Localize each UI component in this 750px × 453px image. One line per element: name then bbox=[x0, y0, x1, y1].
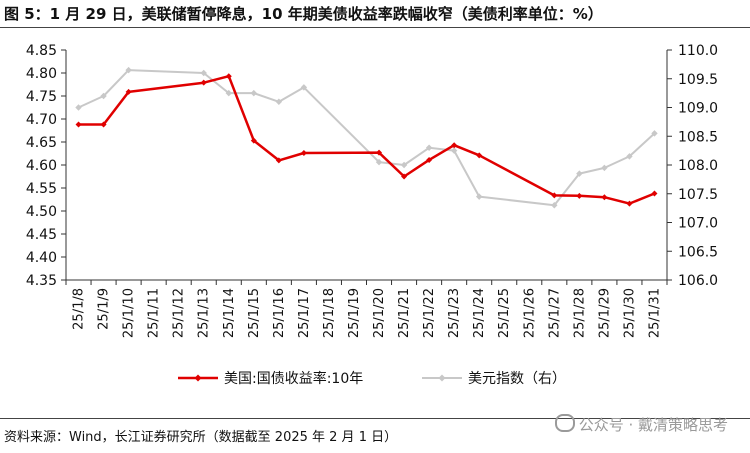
dollar-index-data-point bbox=[225, 89, 232, 97]
right-tick-label: 108.0 bbox=[678, 158, 718, 174]
source-note: 资料来源：Wind，长江证券研究所（数据截至 2025 年 2 月 1 日） bbox=[4, 430, 398, 445]
x-tick-label: 25/1/27 bbox=[547, 288, 562, 338]
x-tick-label: 25/1/23 bbox=[447, 288, 462, 338]
dollar-index-data-point bbox=[551, 202, 558, 209]
yield-data-point bbox=[576, 192, 583, 199]
dollar-index-data-point bbox=[400, 161, 408, 169]
dollar-index-legend-marker bbox=[438, 374, 446, 382]
yield-data-point bbox=[125, 88, 132, 95]
x-tick-label: 25/1/12 bbox=[172, 288, 187, 338]
watermark-text: 公众号 · 戴清策略思考 bbox=[578, 416, 728, 434]
dollar-index-legend-label: 美元指数（右） bbox=[468, 371, 566, 387]
left-tick-label: 4.45 bbox=[26, 227, 57, 243]
dollar-index-data-point bbox=[450, 147, 458, 154]
dollar-index-data-point bbox=[200, 69, 207, 77]
x-tick-label: 25/1/30 bbox=[622, 288, 637, 338]
right-tick-label: 110.0 bbox=[678, 43, 718, 59]
right-tick-label: 108.5 bbox=[678, 129, 718, 145]
dollar-index-series-line bbox=[78, 69, 656, 207]
yield-data-point bbox=[250, 137, 257, 144]
yield-series-line bbox=[78, 74, 655, 205]
x-tick-label: 25/1/20 bbox=[372, 288, 387, 338]
left-tick-label: 4.50 bbox=[26, 204, 57, 220]
x-tick-label: 25/1/10 bbox=[122, 288, 137, 338]
yield-data-point bbox=[601, 194, 608, 201]
dollar-index-data-point bbox=[300, 84, 308, 91]
series-layer bbox=[75, 66, 658, 209]
yield-data-point bbox=[401, 173, 408, 180]
dollar-index-data-point bbox=[250, 89, 258, 97]
left-tick-label: 4.85 bbox=[26, 43, 57, 59]
left-tick-label: 4.80 bbox=[26, 66, 57, 82]
yield-data-point bbox=[651, 190, 658, 197]
chart-title: 图 5：1 月 29 日，美联储暂停降息，10 年期美债收益率跌幅收窄（美债利率… bbox=[4, 5, 603, 23]
left-tick-label: 4.55 bbox=[26, 181, 57, 197]
dollar-index-data-point bbox=[425, 144, 433, 151]
x-tick-label: 25/1/29 bbox=[597, 288, 612, 338]
yield-data-point bbox=[75, 121, 82, 128]
left-tick-label: 4.35 bbox=[26, 273, 57, 289]
x-tick-label: 25/1/8 bbox=[72, 288, 87, 330]
top-divider bbox=[0, 27, 750, 28]
dollar-index-data-point bbox=[375, 158, 383, 166]
yield-data-point bbox=[451, 142, 458, 149]
left-axis-ticks: 4.85 4.80 4.75 4.70 4.65 4.60 4.55 4.50 4.45 4.40… bbox=[26, 43, 66, 289]
x-tick-label: 25/1/28 bbox=[572, 288, 587, 338]
yield-data-point bbox=[275, 157, 282, 164]
x-tick-label: 25/1/19 bbox=[347, 288, 362, 338]
yield-legend-marker bbox=[194, 374, 202, 382]
dollar-index-data-point bbox=[75, 104, 82, 111]
yield-data-point bbox=[376, 149, 383, 156]
right-tick-label: 107.0 bbox=[678, 216, 718, 232]
right-tick-label: 109.0 bbox=[678, 101, 718, 117]
bottom-divider bbox=[0, 418, 750, 419]
yield-data-point bbox=[426, 156, 433, 163]
line-chart: 4.85 4.80 4.75 4.70 4.65 4.60 4.55 4.50 4.45 4.40… bbox=[26, 43, 718, 387]
x-axis-ticks: 25/1/8 25/1/9 25/1/10 25/1/11 25/1/12 25/1/13… bbox=[65, 280, 668, 338]
dollar-index-data-point bbox=[100, 92, 107, 100]
dollar-index-data-point bbox=[601, 164, 608, 172]
x-tick-label: 25/1/9 bbox=[97, 288, 112, 330]
dollar-index-data-point bbox=[475, 193, 483, 200]
yield-data-point bbox=[476, 152, 483, 159]
x-tick-label: 25/1/26 bbox=[522, 288, 537, 338]
x-tick-label: 25/1/14 bbox=[222, 288, 237, 338]
x-tick-label: 25/1/17 bbox=[297, 288, 312, 338]
yield-data-point bbox=[100, 121, 107, 128]
wechat-icon bbox=[554, 414, 575, 432]
right-axis-ticks: 110.0 109.5 109.0 108.5 108.0 107.5 107.0 106.5… bbox=[667, 43, 718, 289]
x-tick-label: 25/1/22 bbox=[422, 288, 437, 338]
dollar-index-data-point bbox=[651, 130, 658, 137]
dollar-index-data-point bbox=[275, 98, 283, 105]
watermark: 公众号 · 戴清策略思考 bbox=[554, 414, 728, 435]
x-tick-label: 25/1/21 bbox=[397, 288, 412, 338]
left-tick-label: 4.60 bbox=[26, 158, 57, 174]
x-tick-label: 25/1/11 bbox=[147, 288, 162, 338]
x-tick-label: 25/1/25 bbox=[497, 288, 512, 338]
yield-data-point bbox=[300, 150, 307, 157]
left-tick-label: 4.75 bbox=[26, 89, 57, 105]
x-tick-label: 25/1/18 bbox=[322, 288, 337, 338]
yield-data-point bbox=[225, 73, 232, 80]
yield-data-point bbox=[626, 200, 633, 207]
left-tick-label: 4.70 bbox=[26, 112, 57, 128]
right-tick-label: 109.5 bbox=[678, 72, 718, 88]
right-tick-label: 106.5 bbox=[678, 244, 718, 260]
left-tick-label: 4.65 bbox=[26, 135, 57, 151]
yield-legend-label: 美国:国债收益率:10年 bbox=[224, 370, 363, 387]
dollar-index-data-point bbox=[576, 170, 583, 177]
x-tick-label: 25/1/13 bbox=[197, 288, 212, 338]
x-tick-label: 25/1/24 bbox=[472, 288, 487, 338]
dollar-index-data-point bbox=[626, 153, 633, 160]
right-tick-label: 107.5 bbox=[678, 187, 718, 203]
yield-data-point bbox=[200, 79, 207, 86]
yield-data-point bbox=[551, 192, 558, 199]
right-tick-label: 106.0 bbox=[678, 273, 718, 289]
dollar-index-data-point bbox=[125, 66, 132, 74]
x-tick-label: 25/1/31 bbox=[647, 288, 662, 338]
x-tick-label: 25/1/15 bbox=[247, 288, 262, 338]
x-tick-label: 25/1/16 bbox=[272, 288, 287, 338]
legend: 美国:国债收益率:10年 美元指数（右） bbox=[178, 370, 566, 387]
left-tick-label: 4.40 bbox=[26, 250, 57, 266]
